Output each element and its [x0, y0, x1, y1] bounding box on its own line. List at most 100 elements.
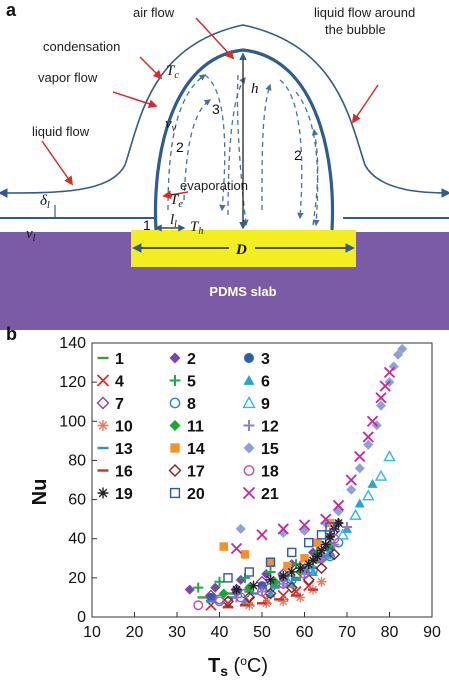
the-bubble-label: the bubble	[325, 22, 386, 37]
point-series-15	[397, 343, 408, 354]
legend-label-9: 9	[261, 396, 270, 413]
point-series-20	[304, 537, 314, 548]
panel-b-label: b	[6, 324, 17, 344]
legend-label-18: 18	[261, 464, 279, 481]
point-series-19	[295, 563, 306, 574]
point-series-19	[308, 555, 318, 566]
point-series-12	[342, 521, 352, 532]
x-tick-label: 70	[338, 624, 356, 641]
legend-marker-5	[169, 375, 181, 386]
y-tick-label: 0	[77, 609, 86, 626]
point-series-19	[320, 539, 331, 550]
point-series-19	[316, 545, 327, 556]
legend-marker-8	[169, 397, 181, 409]
legend-marker-18	[243, 465, 255, 476]
point-series-12	[329, 539, 340, 550]
legend-marker-7	[96, 396, 110, 410]
legend-label-3: 3	[261, 351, 270, 368]
point-series-19	[286, 566, 297, 577]
point-series-15	[354, 463, 365, 474]
point-series-18	[257, 586, 267, 597]
point-series-21	[362, 431, 374, 443]
legend-marker-17	[168, 464, 182, 477]
point-series-9	[362, 489, 375, 501]
y-axis-ticks: 0 20 40 60 80 100 120 140	[59, 335, 97, 626]
point-series-12	[299, 568, 310, 579]
point-series-10	[295, 592, 306, 603]
legend-marker-19	[97, 487, 109, 499]
point-series-18	[299, 568, 310, 579]
legend-marker-3	[244, 353, 254, 363]
scatter-points	[184, 343, 408, 611]
delta-l-symbol: δl	[40, 193, 50, 211]
point-series-15	[393, 349, 403, 360]
point-series-18	[214, 596, 225, 607]
y-tick-label: 100	[59, 413, 86, 430]
point-series-2	[184, 584, 195, 595]
point-series-20	[287, 547, 297, 558]
point-series-19	[333, 518, 344, 529]
point-series-21	[354, 450, 366, 463]
point-series-15	[388, 361, 399, 372]
legend-label-16: 16	[115, 464, 133, 481]
region-1-label: 1	[143, 217, 151, 233]
point-series-21	[230, 542, 243, 555]
liquid-flow-around-curve	[0, 24, 449, 198]
point-series-21	[375, 392, 387, 404]
point-series-15	[376, 400, 386, 411]
point-series-20	[244, 567, 254, 577]
x-tick-label: 50	[253, 624, 271, 641]
point-series-9	[336, 528, 349, 540]
point-series-14	[219, 542, 228, 551]
air-flow-label: air flow	[133, 5, 175, 20]
y-tick-label: 60	[68, 492, 86, 509]
x-tick-label: 40	[211, 624, 229, 641]
point-series-19	[265, 574, 276, 585]
point-series-18	[235, 592, 246, 603]
legend-label-8: 8	[187, 396, 196, 413]
panel-a-label: a	[6, 0, 17, 20]
legend-label-12: 12	[261, 419, 279, 436]
legend-marker-11	[169, 420, 181, 431]
slab-label: PDMS slab	[209, 284, 276, 299]
point-series-17	[243, 591, 256, 604]
d-symbol: D	[235, 242, 247, 258]
region-3-label: 3	[212, 101, 220, 117]
point-series-19	[325, 531, 335, 542]
point-series-14	[313, 538, 322, 547]
legend-label-21: 21	[261, 486, 279, 503]
recirculation-cells	[167, 74, 320, 227]
x-tick-label: 80	[381, 624, 399, 641]
legend-label-4: 4	[115, 374, 124, 391]
point-series-17	[222, 595, 234, 608]
legend-marker-12	[243, 420, 255, 431]
legend-marker-15	[243, 442, 255, 454]
point-series-12	[257, 586, 267, 597]
x-axis-ticks: 10 20 30 40 50 60 70 80 90	[83, 612, 441, 641]
x-axis-label: Ts (oC)	[208, 654, 268, 679]
point-series-9	[349, 508, 362, 520]
legend-marker-4	[96, 374, 110, 387]
tc-symbol: Tc	[166, 63, 179, 81]
point-series-5	[214, 576, 225, 587]
y-tick-label: 40	[68, 531, 86, 548]
legend-marker-20	[169, 487, 181, 499]
vv-symbol: vv	[165, 116, 177, 134]
legend-label-7: 7	[115, 396, 124, 413]
legend-label-2: 2	[187, 351, 196, 368]
point-series-21	[256, 529, 268, 541]
y-tick-label: 120	[59, 374, 86, 391]
point-series-21	[298, 519, 311, 531]
x-tick-label: 60	[296, 624, 314, 641]
point-series-21	[366, 415, 379, 427]
ll-symbol: ll	[170, 212, 177, 230]
legend-label-20: 20	[187, 486, 205, 503]
point-series-6	[354, 498, 365, 508]
point-series-21	[277, 523, 289, 535]
point-series-17	[264, 587, 277, 600]
point-series-10	[278, 596, 289, 607]
h-symbol: h	[251, 81, 259, 97]
point-series-19	[303, 559, 314, 570]
